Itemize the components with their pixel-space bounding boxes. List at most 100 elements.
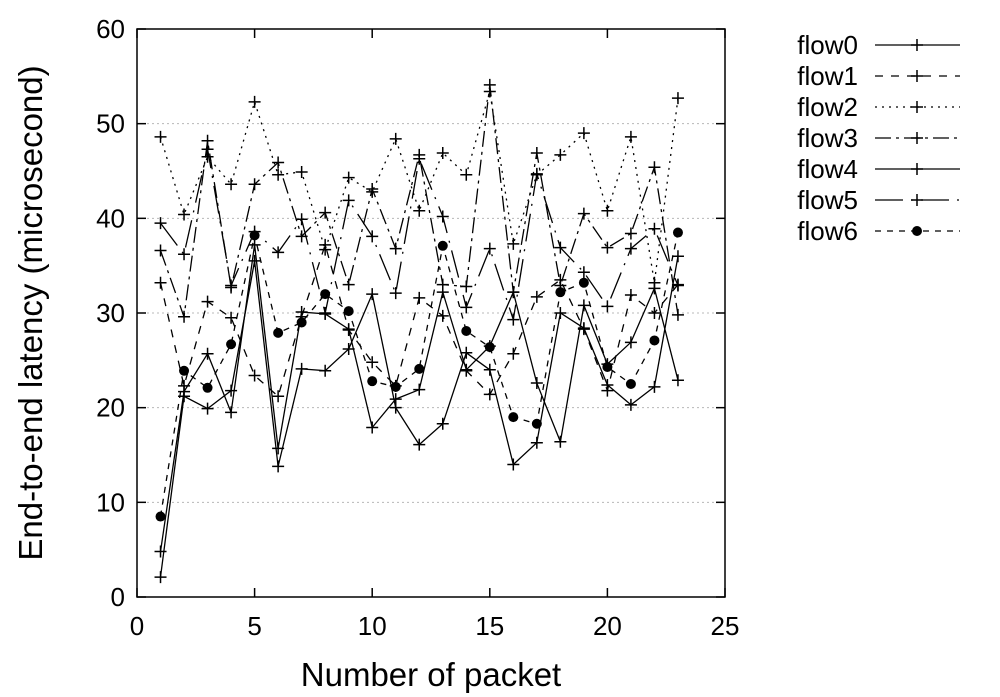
data-point-flow0: [530, 436, 543, 449]
data-point-flow6: [461, 325, 472, 336]
y-tick-label: 30: [96, 298, 125, 328]
data-point-flow6: [273, 327, 284, 338]
data-point-flow1: [507, 347, 520, 360]
legend-label: flow2: [797, 92, 858, 122]
data-point-flow3: [530, 147, 543, 160]
data-point-flow6: [343, 306, 354, 317]
data-point-flow5: [154, 217, 167, 230]
data-point-flow5: [577, 266, 590, 279]
data-point-flow2: [225, 178, 238, 191]
data-point-flow5: [201, 143, 214, 156]
data-point-flow2: [389, 132, 402, 145]
data-point-flow6: [578, 277, 589, 288]
data-point-flow4: [248, 238, 261, 251]
data-point-flow5: [648, 222, 661, 235]
data-point-flow2: [671, 92, 684, 105]
series-flow6: [155, 227, 683, 522]
data-point-flow6: [531, 418, 542, 429]
data-point-flow3: [601, 241, 614, 254]
data-point-flow0: [154, 571, 167, 584]
data-point-flow6: [484, 342, 495, 353]
x-tick-label: 25: [711, 611, 740, 641]
data-point-flow6: [437, 240, 448, 251]
data-point-flow3: [342, 278, 355, 291]
data-point-flow0: [483, 363, 496, 376]
data-point-flow4: [413, 383, 426, 396]
data-point-flow3: [624, 227, 637, 240]
legend-marker: [911, 132, 923, 144]
data-point-flow0: [671, 250, 684, 263]
data-point-flow2: [577, 127, 590, 140]
legend-label: flow3: [797, 123, 858, 153]
series-flow4: [154, 238, 684, 558]
data-point-flow6: [625, 379, 636, 389]
data-point-flow5: [272, 246, 285, 259]
data-point-flow2: [248, 95, 261, 108]
data-point-flow4: [648, 282, 661, 295]
y-tick-label: 0: [111, 582, 125, 612]
data-point-flow2: [342, 171, 355, 184]
data-point-flow1: [436, 309, 449, 322]
data-point-flow3: [366, 182, 379, 195]
data-point-flow1: [201, 295, 214, 308]
x-tick-label: 15: [475, 611, 504, 641]
legend-marker: [911, 194, 923, 206]
data-point-flow3: [671, 308, 684, 321]
data-point-flow2: [507, 237, 520, 250]
data-point-flow4: [295, 306, 308, 319]
data-point-flow5: [530, 167, 543, 180]
data-point-flow5: [413, 152, 426, 165]
data-point-flow6: [249, 230, 260, 241]
data-point-flow1: [530, 290, 543, 303]
data-point-flow6: [296, 317, 307, 328]
data-point-flow0: [460, 346, 473, 359]
data-point-flow5: [671, 279, 684, 292]
x-tick-label: 20: [593, 611, 622, 641]
legend-item-flow4: flow4: [797, 154, 960, 184]
data-point-flow3: [248, 178, 261, 191]
legend-marker: [911, 70, 923, 82]
series-line-flow5: [159, 149, 679, 320]
data-point-flow2: [178, 208, 191, 221]
data-point-flow6: [672, 227, 683, 238]
data-point-flow0: [272, 460, 285, 473]
data-point-flow5: [178, 248, 191, 261]
data-point-flow0: [413, 438, 426, 451]
x-tick-label: 0: [130, 611, 144, 641]
series-flow2: [154, 85, 684, 289]
tick-layer: 0 10 20 30 40 50 60 0 5 10 15 20 25: [96, 14, 739, 641]
data-point-flow1: [648, 307, 661, 319]
data-point-flow0: [319, 364, 332, 377]
legend-item-flow3: flow3: [797, 123, 960, 153]
series-line-flow4: [159, 244, 679, 552]
data-point-flow3: [272, 156, 285, 169]
data-point-flow3: [460, 280, 473, 293]
series-line-flow2: [159, 91, 679, 283]
data-point-flow6: [155, 511, 166, 522]
data-point-flow6: [602, 361, 613, 372]
data-point-flow6: [508, 412, 519, 423]
data-point-flow1: [624, 289, 637, 302]
data-point-flow4: [389, 393, 402, 406]
data-point-flow5: [460, 301, 473, 314]
data-point-flow2: [601, 204, 614, 217]
y-tick-label: 20: [96, 393, 125, 423]
data-point-flow0: [225, 384, 238, 397]
data-point-flow5: [389, 287, 402, 300]
data-point-flow2: [624, 130, 637, 143]
legend-item-flow5: flow5: [797, 185, 960, 215]
data-point-flow5: [624, 242, 637, 255]
data-point-flow4: [460, 363, 473, 376]
data-point-flow4: [225, 406, 238, 419]
legend-label: flow1: [797, 61, 858, 91]
series-flow5: [154, 143, 684, 326]
data-point-flow6: [367, 376, 378, 387]
data-point-flow6: [202, 382, 213, 393]
y-axis-title: End-to-end latency (microsecond): [12, 65, 49, 560]
data-point-flow4: [671, 374, 684, 387]
data-point-flow6: [179, 365, 190, 376]
data-point-flow2: [436, 147, 449, 160]
data-point-flow4: [178, 385, 191, 398]
data-point-flow5: [342, 194, 355, 207]
data-point-flow0: [507, 458, 520, 471]
